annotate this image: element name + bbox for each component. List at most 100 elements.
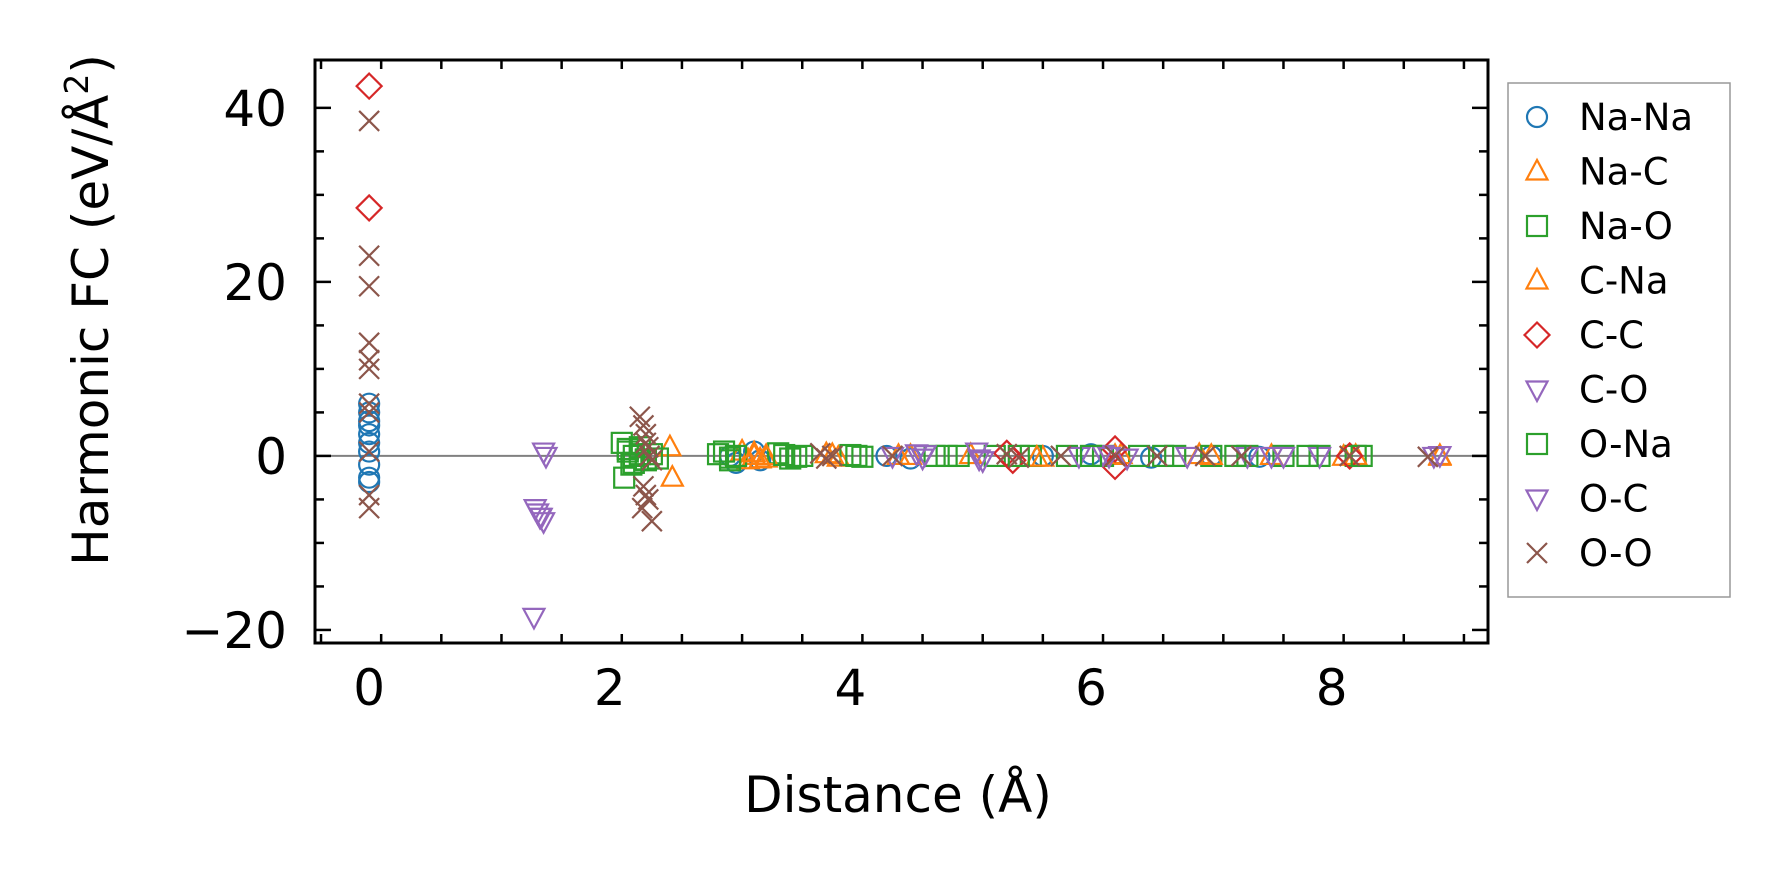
data-point bbox=[1090, 445, 1116, 468]
data-point bbox=[358, 466, 381, 489]
data-point bbox=[880, 446, 905, 470]
data-point bbox=[1008, 446, 1030, 469]
legend-marker bbox=[1524, 266, 1550, 290]
data-point bbox=[637, 436, 660, 458]
data-point bbox=[966, 449, 992, 473]
x-tick-label: 8 bbox=[1316, 659, 1348, 717]
x-tick-label: 6 bbox=[1075, 659, 1107, 717]
data-point bbox=[1259, 446, 1284, 470]
data-point bbox=[898, 442, 923, 466]
data-point bbox=[1104, 445, 1126, 467]
legend-marker bbox=[1525, 214, 1549, 238]
legend-marker bbox=[1524, 489, 1550, 513]
data-point bbox=[881, 445, 904, 467]
data-point bbox=[1146, 445, 1168, 467]
data-points bbox=[355, 72, 1453, 631]
legend-label: O-O bbox=[1579, 532, 1653, 575]
data-point bbox=[632, 475, 655, 498]
data-point bbox=[358, 440, 380, 463]
data-point bbox=[1140, 446, 1163, 469]
data-point bbox=[641, 510, 663, 532]
data-point bbox=[657, 433, 683, 457]
series-o-o bbox=[358, 110, 1439, 532]
legend-label: Na-O bbox=[1579, 205, 1673, 248]
data-point bbox=[935, 444, 958, 468]
x-tick-label: 0 bbox=[353, 659, 385, 717]
data-point bbox=[1248, 445, 1271, 468]
series-o-na bbox=[616, 437, 1373, 474]
data-point bbox=[1296, 444, 1319, 468]
data-point bbox=[528, 507, 554, 531]
legend-item: Na-O bbox=[1525, 205, 1673, 248]
data-point bbox=[779, 447, 802, 470]
data-point bbox=[767, 442, 790, 465]
data-point bbox=[629, 405, 651, 428]
legend-item: O-O bbox=[1526, 532, 1653, 575]
legend-marker bbox=[1522, 320, 1552, 350]
y-axis-label-superscript: 2 bbox=[57, 74, 96, 95]
data-point bbox=[358, 110, 380, 132]
series-c-c bbox=[355, 72, 1364, 481]
data-point bbox=[718, 446, 742, 469]
data-point bbox=[1230, 445, 1253, 467]
data-point bbox=[706, 443, 730, 466]
data-point bbox=[358, 401, 380, 424]
y-axis-label-close: ) bbox=[62, 54, 120, 74]
data-point bbox=[947, 444, 970, 468]
data-point bbox=[815, 447, 838, 470]
data-point bbox=[635, 423, 657, 445]
y-tick-label: −20 bbox=[181, 602, 287, 660]
data-point bbox=[785, 445, 808, 468]
data-point bbox=[358, 358, 380, 380]
y-tick-label: 40 bbox=[223, 80, 287, 138]
data-point bbox=[712, 440, 736, 463]
data-point bbox=[635, 432, 657, 454]
data-point bbox=[1100, 434, 1130, 464]
data-point bbox=[1350, 444, 1373, 468]
data-point bbox=[1335, 441, 1364, 470]
legend-marker bbox=[1524, 380, 1550, 404]
data-point bbox=[970, 451, 996, 475]
data-point bbox=[632, 414, 655, 437]
legend-label: C-Na bbox=[1579, 260, 1669, 303]
data-point bbox=[753, 442, 779, 466]
legend-label: Na-C bbox=[1579, 151, 1669, 194]
data-point bbox=[355, 193, 384, 222]
data-point bbox=[1338, 445, 1361, 467]
legend-marker bbox=[1525, 105, 1549, 129]
legend-marker bbox=[1524, 157, 1550, 181]
data-point bbox=[1307, 446, 1332, 470]
plot-frame bbox=[313, 58, 1490, 645]
series-o-c bbox=[522, 445, 1453, 531]
x-tick-label: 2 bbox=[594, 659, 626, 717]
data-point bbox=[638, 445, 661, 467]
data-point bbox=[358, 392, 380, 415]
data-point bbox=[1194, 445, 1217, 467]
y-axis-label-main: Harmonic FC (eV/Å bbox=[62, 95, 120, 566]
data-point bbox=[747, 445, 773, 469]
data-point bbox=[773, 443, 796, 467]
data-point bbox=[1024, 443, 1050, 467]
legend-label: O-Na bbox=[1579, 423, 1673, 466]
data-point bbox=[358, 414, 381, 437]
legend-label: Na-Na bbox=[1579, 96, 1693, 139]
axis-ticks bbox=[315, 60, 1488, 643]
series-na-na bbox=[358, 392, 1271, 494]
data-point bbox=[1128, 444, 1151, 468]
x-axis-label: Distance (Å) bbox=[744, 766, 1052, 824]
data-point bbox=[845, 444, 868, 468]
data-point bbox=[995, 443, 1018, 465]
data-point bbox=[821, 445, 844, 467]
data-point bbox=[358, 470, 381, 494]
data-point bbox=[358, 440, 381, 463]
legend-marker bbox=[1525, 432, 1549, 456]
data-point bbox=[631, 497, 654, 519]
y-tick-label: 0 bbox=[255, 428, 287, 486]
legend-item: Na-C bbox=[1524, 151, 1669, 194]
legend-item: C-C bbox=[1522, 314, 1644, 357]
legend-item: C-Na bbox=[1524, 260, 1669, 303]
data-point bbox=[1114, 448, 1140, 472]
data-point bbox=[358, 275, 380, 298]
data-point bbox=[659, 463, 685, 487]
